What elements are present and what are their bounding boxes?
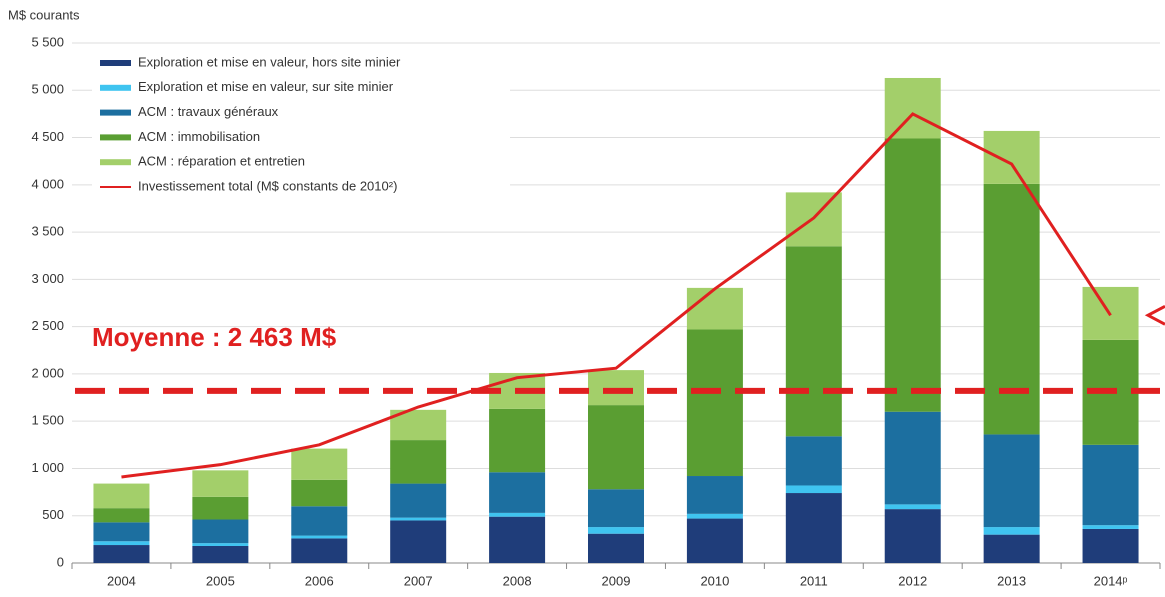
bar-segment bbox=[192, 496, 249, 520]
bar-segment bbox=[686, 518, 743, 563]
bar-segment bbox=[588, 527, 644, 534]
bar-segment bbox=[686, 287, 743, 330]
bar-segment bbox=[390, 440, 447, 484]
y-tick-label: 5 000 bbox=[31, 82, 64, 97]
y-tick-label: 4 500 bbox=[31, 129, 64, 144]
bar-segment bbox=[93, 508, 150, 523]
bar-segment bbox=[983, 183, 1040, 435]
legend-swatch bbox=[100, 84, 131, 91]
legend-label: ACM : immobilisation bbox=[138, 129, 260, 144]
bar-segment bbox=[390, 483, 447, 518]
x-tick-label: 2011 bbox=[800, 573, 828, 588]
legend-swatch bbox=[100, 60, 131, 66]
legend-label: Investissement total (M$ constants de 20… bbox=[138, 178, 397, 193]
bar-segment bbox=[1082, 444, 1139, 526]
bar-segment bbox=[588, 370, 644, 406]
legend-label: ACM : réparation et entretien bbox=[138, 154, 305, 169]
bar-segment bbox=[489, 408, 546, 473]
legend-swatch bbox=[100, 159, 131, 166]
x-tick-label: 2005 bbox=[206, 573, 235, 588]
bar-segment bbox=[686, 329, 743, 477]
legend-label: Exploration et mise en valeur, hors site… bbox=[138, 54, 401, 69]
y-tick-label: 4 000 bbox=[31, 176, 64, 191]
x-tick-label: 2009 bbox=[602, 573, 631, 588]
y-tick-label: 2 000 bbox=[31, 365, 64, 380]
x-tick-label: 2008 bbox=[503, 573, 532, 588]
bar-segment bbox=[1082, 528, 1139, 563]
bar-segment bbox=[390, 517, 447, 521]
bar-segment bbox=[390, 520, 447, 563]
bar-segment bbox=[785, 246, 842, 437]
bar-segment bbox=[93, 483, 150, 509]
bar-segment bbox=[291, 538, 348, 563]
y-tick-label: 3 500 bbox=[31, 224, 64, 239]
bar-segment bbox=[884, 411, 941, 505]
x-tick-label: 2012 bbox=[898, 573, 927, 588]
bar-segment bbox=[93, 522, 150, 542]
total-line bbox=[121, 112, 1112, 479]
bar-segment bbox=[785, 485, 842, 494]
x-tick-label: 2004 bbox=[107, 573, 136, 588]
bar-segment bbox=[93, 541, 150, 546]
y-axis-label: M$ courants bbox=[8, 7, 80, 22]
bar-segment bbox=[291, 535, 348, 539]
legend-swatch bbox=[100, 134, 131, 141]
x-tick-label: 2014ᵖ bbox=[1094, 573, 1128, 588]
bar-segment bbox=[291, 506, 348, 536]
bar-segment bbox=[489, 512, 546, 517]
bar-segment bbox=[192, 543, 249, 546]
bar-segment bbox=[884, 77, 941, 139]
bar-segment bbox=[93, 545, 150, 563]
legend-bg bbox=[92, 50, 510, 200]
legend-label: Exploration et mise en valeur, sur site … bbox=[138, 79, 394, 94]
bar-segment bbox=[686, 476, 743, 514]
bar-segment bbox=[291, 479, 348, 507]
bar-segment bbox=[983, 130, 1040, 184]
legend-label: ACM : travaux généraux bbox=[138, 104, 279, 119]
y-tick-label: 5 500 bbox=[31, 34, 64, 49]
bar-segment bbox=[983, 527, 1040, 535]
y-tick-label: 2 500 bbox=[31, 318, 64, 333]
bar-segment bbox=[192, 470, 249, 497]
bar-segment bbox=[588, 489, 644, 528]
y-tick-label: 3 000 bbox=[31, 271, 64, 286]
bar-segment bbox=[884, 138, 941, 412]
y-tick-label: 1 500 bbox=[31, 413, 64, 428]
bar-segment bbox=[785, 493, 842, 563]
bar-segment bbox=[588, 533, 644, 563]
y-tick-label: 500 bbox=[42, 507, 64, 522]
mean-label: Moyenne : 2 463 M$ bbox=[92, 322, 337, 352]
y-tick-label: 0 bbox=[57, 554, 64, 569]
x-tick-label: 2006 bbox=[305, 573, 334, 588]
bar-segment bbox=[192, 519, 249, 544]
bar-segment bbox=[1082, 525, 1139, 529]
x-tick-label: 2013 bbox=[997, 573, 1026, 588]
arrow bbox=[1144, 304, 1165, 326]
bar-segment bbox=[588, 405, 644, 490]
x-tick-label: 2007 bbox=[404, 573, 433, 588]
bar-segment bbox=[983, 534, 1040, 563]
bar-segment bbox=[291, 448, 348, 480]
bar-segment bbox=[686, 513, 743, 519]
bar-segment bbox=[489, 516, 546, 563]
legend-swatch bbox=[100, 109, 131, 116]
y-tick-label: 1 000 bbox=[31, 460, 64, 475]
bar-segment bbox=[983, 434, 1040, 528]
bar-segment bbox=[884, 509, 941, 563]
bar-segment bbox=[192, 545, 249, 563]
bar-segment bbox=[489, 472, 546, 513]
bar-segment bbox=[884, 504, 941, 510]
x-tick-label: 2010 bbox=[700, 573, 729, 588]
bar-segment bbox=[785, 436, 842, 486]
